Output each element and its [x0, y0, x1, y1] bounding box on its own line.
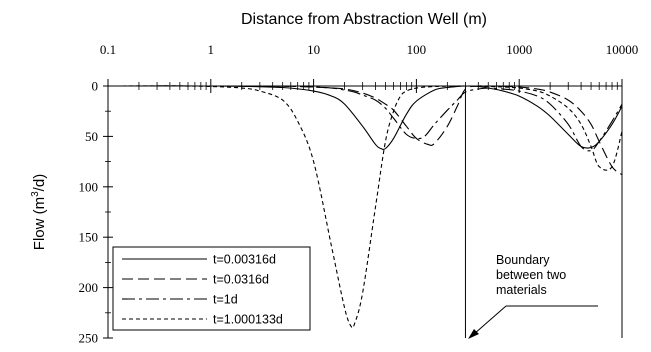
y-tick-label: 50 — [85, 129, 98, 144]
annotation-text-line: between two — [496, 268, 566, 282]
y-tick-label: 0 — [92, 79, 99, 94]
x-tick-label: 100 — [407, 42, 427, 57]
legend: t=0.00316d t=0.0316d t=1d t=1.000133d — [113, 247, 310, 330]
y-tick-label: 200 — [79, 280, 99, 295]
annotation-text-line: materials — [496, 283, 547, 297]
y-axis-label: Flow (m3/d) — [30, 174, 48, 250]
y-tick-label: 150 — [79, 230, 99, 245]
series-line-3 — [108, 86, 622, 151]
y-tick-label: 100 — [79, 179, 99, 194]
x-tick-label: 0.1 — [100, 42, 116, 57]
y-axis-label-group: Flow (m3/d) — [30, 174, 48, 250]
legend-label: t=0.00316d — [213, 253, 276, 267]
legend-label: t=0.0316d — [213, 273, 269, 287]
x-tick-label: 1 — [208, 42, 215, 57]
y-axis: 0 50 100 150 200 250 — [79, 79, 114, 346]
x-tick-label: 10000 — [606, 42, 639, 57]
y-tick-label: 250 — [79, 331, 99, 346]
annotation-text-line: Boundary — [496, 253, 550, 267]
legend-label: t=1d — [213, 293, 238, 307]
x-axis: 0.1 1 10 100 1000 10000 — [100, 42, 638, 93]
annotation-arrow-shaft — [474, 306, 506, 334]
x-tick-label: 1000 — [506, 42, 532, 57]
chart-title: Distance from Abstraction Well (m) — [241, 11, 487, 28]
plot-frame — [465, 86, 622, 338]
x-tick-label: 10 — [307, 42, 320, 57]
legend-label: t=1.000133d — [213, 313, 283, 327]
